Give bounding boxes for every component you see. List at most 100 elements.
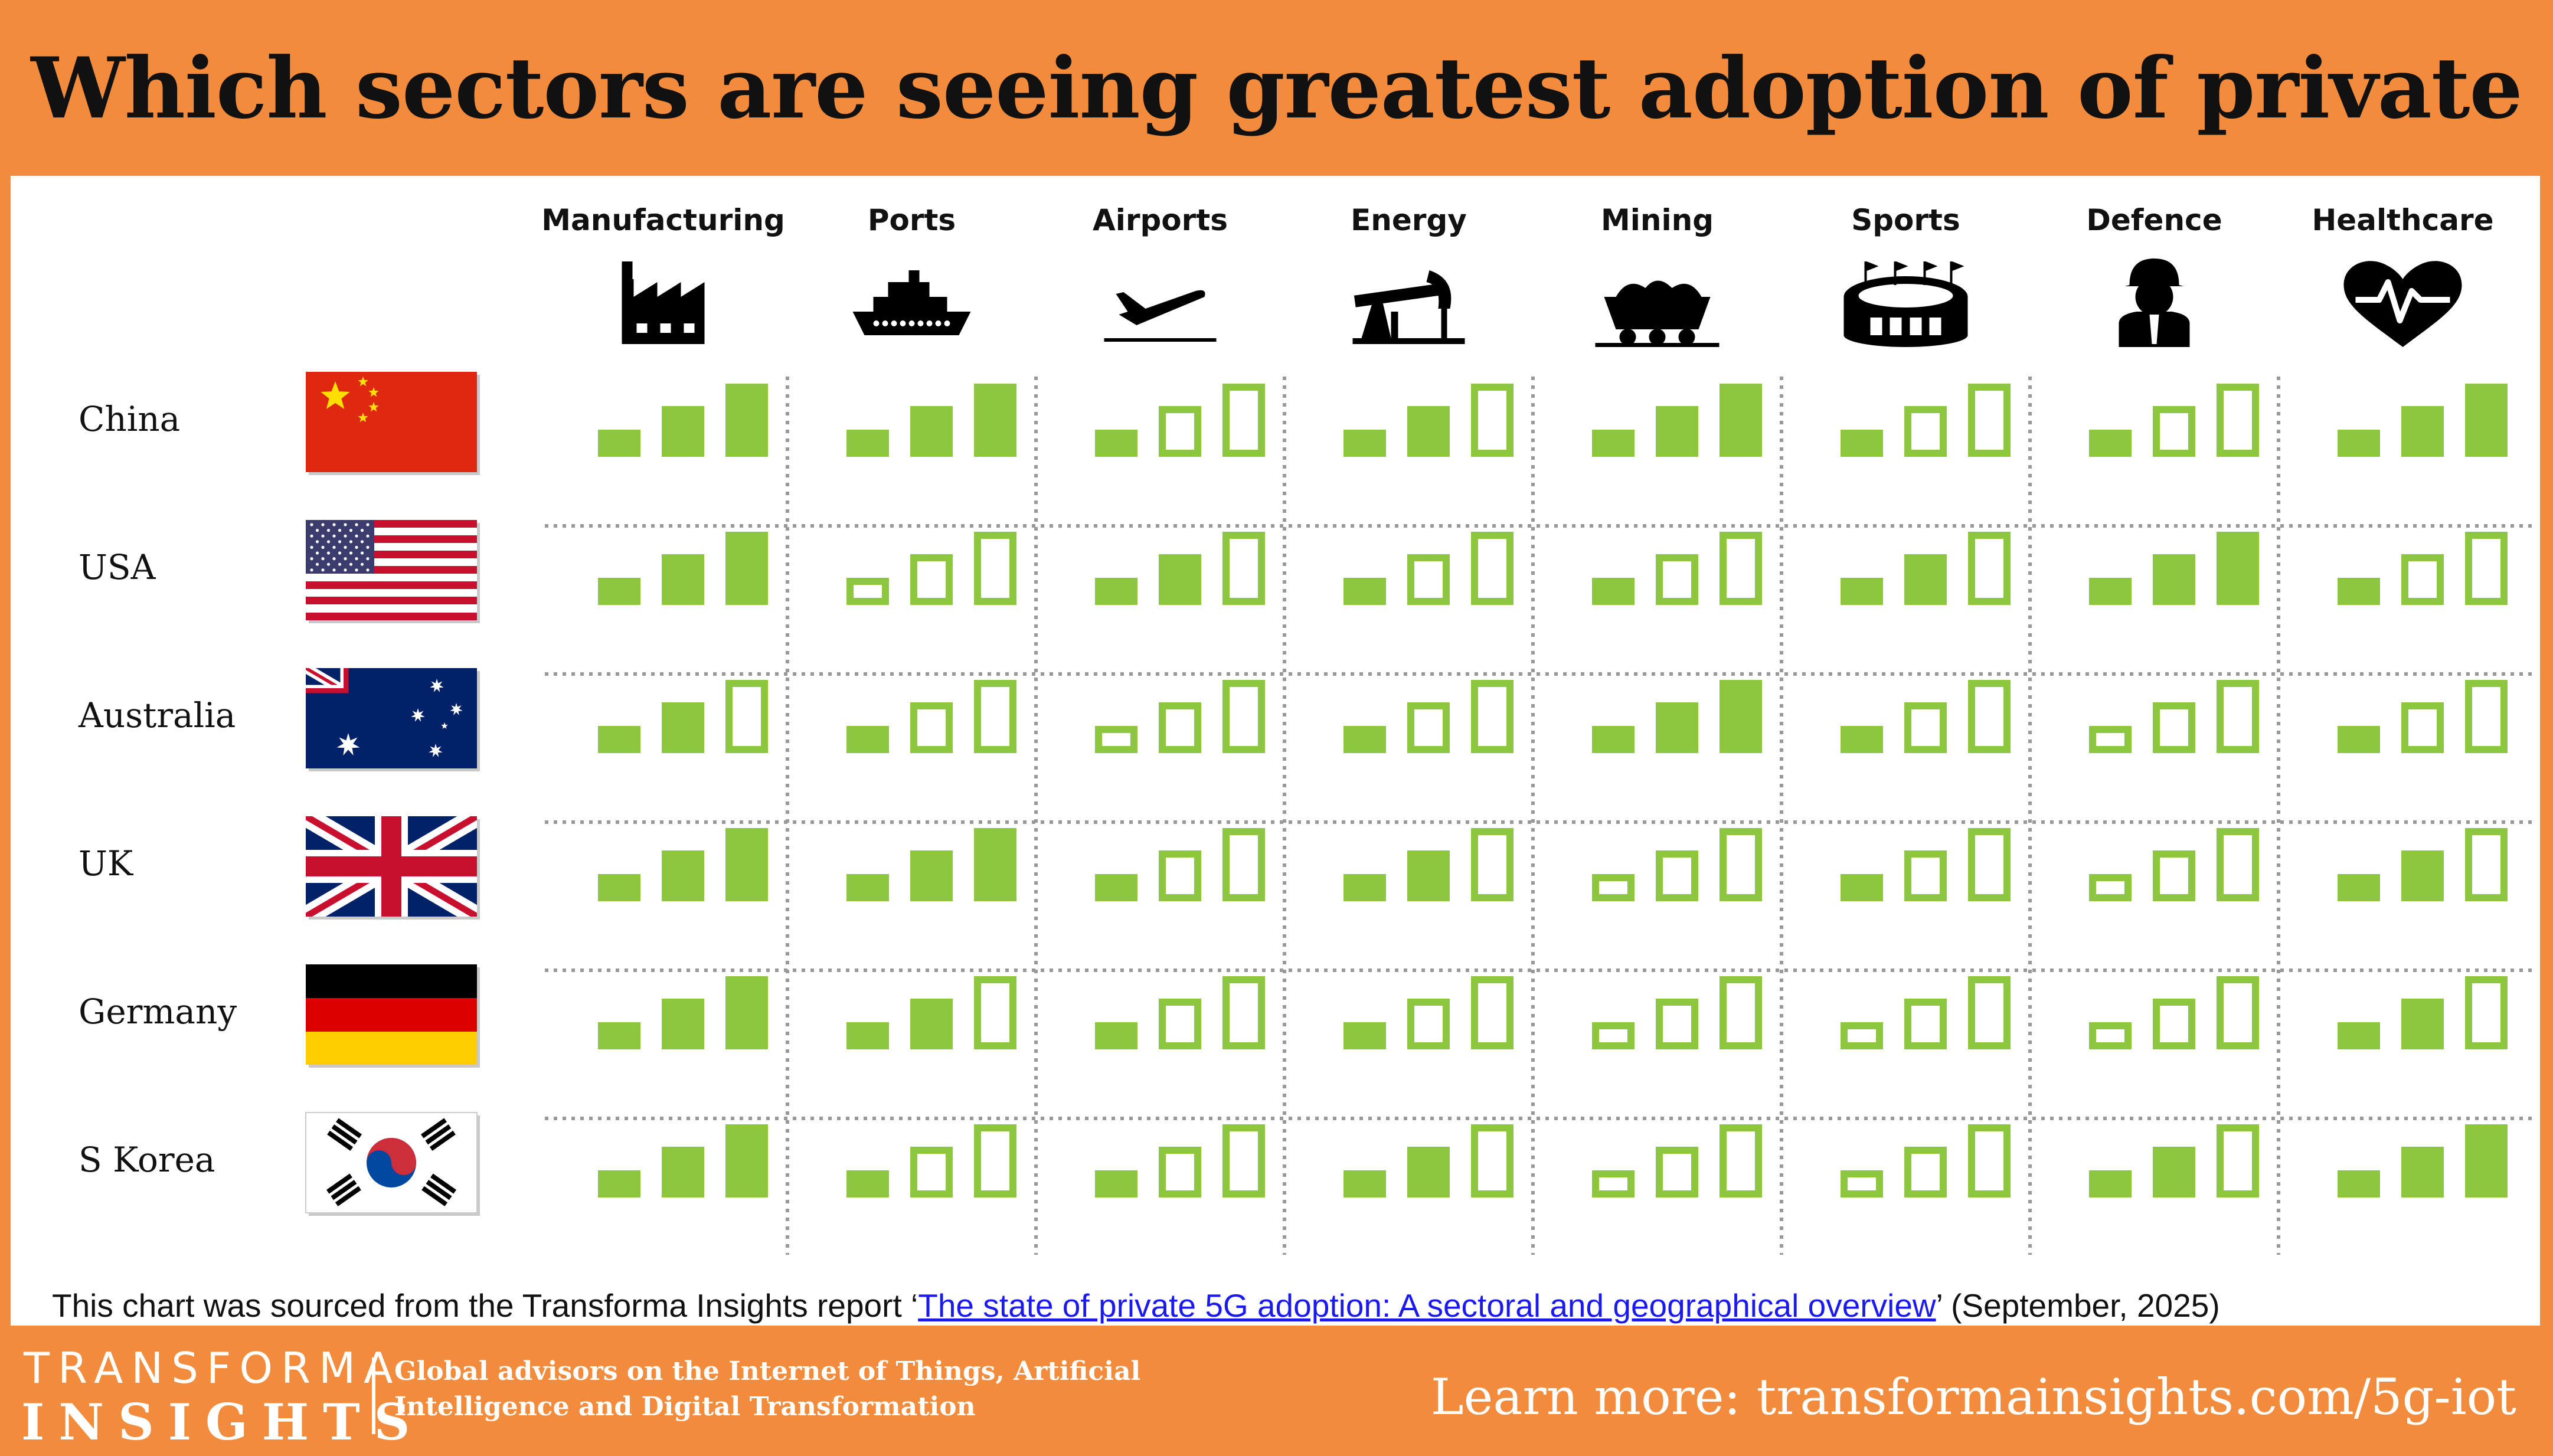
adoption-bar-filled xyxy=(1159,554,1201,605)
adoption-bar-filled xyxy=(910,850,953,901)
adoption-bar-filled xyxy=(1095,1170,1137,1197)
adoption-bar-empty xyxy=(1471,976,1514,1049)
adoption-bar-empty xyxy=(1720,828,1762,901)
flag-pole xyxy=(1950,261,1953,285)
adoption-bar-empty xyxy=(2465,976,2508,1049)
adoption-bar-filled xyxy=(1592,578,1635,605)
country-label: S Korea xyxy=(79,1140,215,1180)
porthole xyxy=(882,320,888,326)
adoption-bar-empty xyxy=(1407,554,1450,605)
adoption-bar-empty xyxy=(1968,828,2011,901)
report-link[interactable]: The state of private 5G adoption: A sect… xyxy=(918,1287,1936,1324)
adoption-bar-empty xyxy=(1159,406,1201,457)
tagline-line-1: Global advisors on the Internet of Thing… xyxy=(394,1356,1141,1386)
adoption-bar-filled xyxy=(1343,1022,1386,1049)
adoption-bar-filled xyxy=(2401,999,2444,1049)
germany-flag-icon xyxy=(306,964,480,1068)
adoption-bar-empty xyxy=(1904,850,1947,901)
flag-pennant xyxy=(1926,261,1938,271)
cart-rail xyxy=(1595,343,1720,347)
flag-star xyxy=(349,540,353,544)
trigram-bar xyxy=(331,1180,357,1200)
adoption-bar-filled xyxy=(846,430,889,457)
adoption-bar-empty xyxy=(2465,680,2508,753)
cart-body xyxy=(1604,297,1711,329)
pump-head xyxy=(1426,270,1452,309)
stadium-arch xyxy=(1870,318,1882,335)
adoption-bar-empty xyxy=(974,1124,1016,1197)
flag-star xyxy=(321,381,350,409)
flag-star xyxy=(360,529,364,532)
flag-band-gold xyxy=(306,1032,477,1065)
adoption-bar-empty xyxy=(910,702,953,753)
adoption-bar-empty xyxy=(1222,532,1265,605)
flag-star xyxy=(315,540,319,544)
flag-star xyxy=(326,562,331,566)
trigram-bar xyxy=(421,1186,448,1206)
learn-more-link[interactable]: Learn more: transformainsights.com/5g-io… xyxy=(1430,1368,2516,1426)
adoption-bar-empty xyxy=(1720,976,1762,1049)
flag-pennant xyxy=(1896,261,1908,271)
source-suffix: ’ (September, 2025) xyxy=(1936,1287,2220,1324)
adoption-bar-empty xyxy=(1159,1147,1201,1197)
chimney xyxy=(622,261,633,285)
trigram-bar xyxy=(429,1130,456,1151)
adoption-bar-empty xyxy=(1904,406,1947,457)
flag-star xyxy=(450,703,463,715)
flag-star xyxy=(366,557,370,561)
flag-star xyxy=(310,568,313,572)
adoption-bar-empty xyxy=(1222,828,1265,901)
flag-field xyxy=(306,520,477,620)
source-note: This chart was sourced from the Transfor… xyxy=(52,1287,2220,1324)
flag-star xyxy=(360,551,364,555)
trigram-bar xyxy=(426,1180,452,1200)
adoption-bar-filled xyxy=(1841,430,1883,457)
adoption-bar-filled xyxy=(662,554,704,605)
adoption-bar-empty xyxy=(1222,976,1265,1049)
adoption-bar-filled xyxy=(1841,726,1883,753)
flag-star xyxy=(358,377,368,387)
adoption-bar-empty xyxy=(2465,532,2508,605)
adoption-bar-empty xyxy=(1841,1170,1883,1197)
adoption-bar-empty xyxy=(1471,1124,1514,1197)
soldier-tie xyxy=(2149,315,2159,344)
flag-star xyxy=(332,557,336,561)
flag-field xyxy=(306,372,477,472)
adoption-bar-empty xyxy=(2153,702,2195,753)
adoption-bar-filled xyxy=(2153,554,2195,605)
flag-star xyxy=(336,733,360,755)
trigram xyxy=(326,1173,361,1206)
adoption-bar-empty xyxy=(2089,726,2132,753)
adoption-bar-empty xyxy=(974,532,1016,605)
adoption-bar-filled xyxy=(1095,874,1137,901)
adoption-bar-filled xyxy=(2401,1147,2444,1197)
trigram xyxy=(421,1173,456,1206)
adoption-bar-filled xyxy=(910,406,953,457)
flag-star xyxy=(366,568,370,572)
adoption-bar-empty xyxy=(1592,874,1635,901)
flag-star xyxy=(355,534,358,538)
stadium-arch xyxy=(1890,318,1902,335)
adoption-bar-filled xyxy=(974,828,1016,901)
adoption-bar-empty xyxy=(1222,384,1265,457)
pump-beam xyxy=(1354,283,1444,307)
adoption-bar-filled xyxy=(1343,1170,1386,1197)
flag-pole xyxy=(1864,261,1867,285)
flag-star xyxy=(344,523,347,526)
mining-cart-icon xyxy=(1595,280,1720,347)
adoption-bar-empty xyxy=(1656,999,1698,1049)
flag-star xyxy=(332,523,336,526)
flag-star xyxy=(366,523,370,526)
adoption-bar-filled xyxy=(2401,406,2444,457)
trigram xyxy=(421,1118,456,1151)
ship-funnel xyxy=(908,270,920,282)
adoption-bar-empty xyxy=(2089,874,2132,901)
adoption-bar-filled xyxy=(2401,850,2444,901)
adoption-bar-filled xyxy=(725,828,768,901)
adoption-bar-filled xyxy=(598,1170,640,1197)
adoption-bar-filled xyxy=(598,726,640,753)
sector-label-mining: Mining xyxy=(1601,203,1714,237)
adoption-bar-filled xyxy=(846,1170,889,1197)
flag-star xyxy=(338,540,342,544)
page-title: Which sectors are seeing greatest adopti… xyxy=(31,40,2523,315)
